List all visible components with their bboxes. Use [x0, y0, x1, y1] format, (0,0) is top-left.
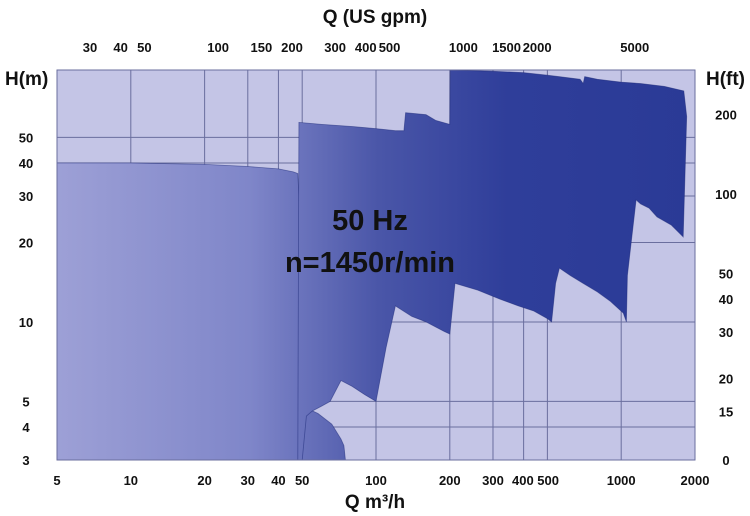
top-axis-title: Q (US gpm) — [323, 7, 428, 28]
right-tick-label: 0 — [722, 453, 729, 468]
top-tick-label: 30 — [83, 40, 97, 55]
right-tick-label: 200 — [715, 108, 737, 123]
bottom-tick-label: 20 — [197, 473, 211, 488]
left-tick-label: 50 — [19, 130, 33, 145]
right-tick-label: 40 — [719, 292, 733, 307]
speed-label: n=1450r/min — [285, 247, 455, 279]
bottom-tick-label: 2000 — [681, 473, 710, 488]
right-axis-title: H(ft) — [706, 69, 745, 90]
top-tick-label: 40 — [113, 40, 127, 55]
bottom-axis-title: Q m³/h — [345, 492, 405, 513]
plot-frame — [56, 69, 696, 461]
top-tick-label: 200 — [281, 40, 303, 55]
right-tick-labels: 0 15 20 30 40 50 100 200 — [715, 108, 737, 468]
right-tick-label: 15 — [719, 405, 733, 420]
left-tick-label: 40 — [19, 156, 33, 171]
bottom-tick-label: 5 — [53, 473, 60, 488]
right-tick-label: 50 — [719, 267, 733, 282]
bottom-tick-label: 50 — [295, 473, 309, 488]
top-tick-label: 1000 — [449, 40, 478, 55]
bottom-tick-label: 30 — [241, 473, 255, 488]
left-tick-label: 4 — [22, 420, 30, 435]
top-tick-label: 5000 — [620, 40, 649, 55]
right-tick-label: 20 — [719, 372, 733, 387]
top-tick-label: 1500 — [492, 40, 521, 55]
bottom-tick-label: 100 — [365, 473, 387, 488]
top-tick-label: 150 — [250, 40, 272, 55]
performance-regions — [56, 69, 688, 461]
left-tick-label: 5 — [22, 394, 29, 409]
bottom-tick-label: 1000 — [607, 473, 636, 488]
right-tick-label: 30 — [719, 325, 733, 340]
top-tick-label: 500 — [379, 40, 401, 55]
top-tick-label: 100 — [207, 40, 229, 55]
bottom-tick-labels: 5 10 20 30 40 50 100 200 300 400 500 1000 2000 — [53, 473, 709, 488]
bottom-tick-label: 40 — [271, 473, 285, 488]
left-axis-title: H(m) — [5, 69, 48, 90]
bottom-tick-label: 10 — [124, 473, 138, 488]
left-tick-label: 3 — [22, 453, 29, 468]
top-tick-label: 400 — [355, 40, 377, 55]
top-tick-label: 2000 — [523, 40, 552, 55]
bottom-tick-label: 200 — [439, 473, 461, 488]
top-tick-labels: 30 40 50 100 150 200 300 400 500 1000 1500 2000 5000 — [83, 40, 649, 55]
bottom-tick-label: 300 — [482, 473, 504, 488]
performance-region-6 — [297, 69, 688, 461]
top-tick-label: 300 — [324, 40, 346, 55]
right-tick-label: 100 — [715, 187, 737, 202]
left-tick-label: 30 — [19, 189, 33, 204]
bottom-tick-label: 400 500 — [512, 473, 559, 488]
left-tick-label: 20 — [19, 235, 33, 250]
left-tick-label: 10 — [19, 315, 33, 330]
frequency-label: 50 Hz — [332, 205, 408, 237]
left-tick-labels: 3 4 5 10 20 30 40 50 — [19, 130, 33, 468]
top-tick-label: 50 — [137, 40, 151, 55]
